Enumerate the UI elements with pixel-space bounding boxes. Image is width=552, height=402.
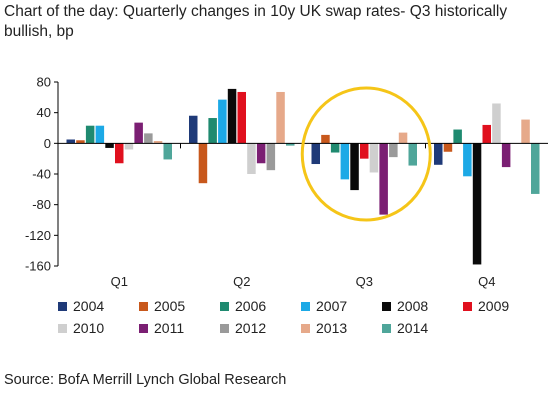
bar-q2-2007 [218, 99, 227, 144]
legend-label: 2007 [316, 298, 348, 314]
bar-q4-2004 [434, 143, 443, 165]
bar-q3-2006 [330, 143, 340, 153]
bar-q1-2006 [85, 125, 95, 144]
bar-q3-2009 [360, 143, 369, 159]
bar-q1-2008 [105, 143, 114, 148]
bar-q4-2010 [492, 103, 501, 144]
bar-q1-2012 [144, 133, 153, 144]
bar-q1-2009 [115, 143, 124, 164]
x-tick-label: Q4 [478, 274, 495, 289]
legend-item-2005: 2005 [139, 298, 185, 314]
bar-q1-2010 [124, 143, 134, 150]
legend-swatch [382, 323, 391, 333]
x-tick-label: Q1 [111, 274, 128, 289]
bar-q4-2007 [463, 143, 472, 177]
legend-label: 2005 [154, 298, 186, 314]
legend-item-2007: 2007 [301, 298, 347, 314]
bar-q3-2004 [311, 143, 320, 165]
bar-q2-2008 [227, 88, 237, 144]
legend-swatch [139, 323, 148, 333]
legend-label: 2011 [154, 320, 185, 336]
legend-swatch [301, 323, 310, 333]
legend-item-2008: 2008 [382, 298, 428, 314]
legend-item-2014: 2014 [382, 320, 428, 336]
bar-q4-2005 [443, 143, 453, 152]
y-tick-label: 40 [37, 105, 51, 120]
chart-title: Chart of the day: Quarterly changes in 1… [4, 3, 508, 40]
y-axis: 80 40 0 -40 -80 -120 -160 [25, 75, 59, 274]
x-tick-label: Q2 [233, 274, 250, 289]
bar-q3-2010 [369, 143, 379, 173]
x-tick-label: Q3 [356, 274, 373, 289]
bar-q4-2014 [531, 143, 540, 194]
legend-label: 2006 [235, 298, 267, 314]
legend-label: 2009 [478, 298, 510, 314]
bar-q1-2005 [76, 140, 85, 144]
legend-swatch [58, 323, 67, 333]
legend-item-2009: 2009 [463, 298, 509, 314]
bar-q2-2004 [189, 115, 198, 144]
bar-q4-2008 [472, 143, 482, 265]
bar-q2-2013 [276, 91, 285, 144]
bar-q3-2008 [350, 143, 359, 191]
legend-swatch [220, 301, 229, 311]
bar-q4-2009 [482, 124, 491, 144]
source-note: Source: BofA Merrill Lynch Global Resear… [4, 372, 287, 388]
bar-q1-2011 [134, 122, 143, 144]
bar-q2-2012 [266, 143, 276, 171]
legend-item-2012: 2012 [220, 320, 266, 336]
legend-item-2004: 2004 [58, 298, 104, 314]
bar-q2-2010 [247, 143, 256, 174]
y-tick-label: -120 [25, 228, 51, 243]
legend-item-2011: 2011 [139, 320, 184, 336]
bar-q2-2006 [208, 118, 217, 144]
bar-q3-2014 [408, 143, 417, 166]
legend-item-2013: 2013 [301, 320, 347, 336]
y-tick-label: 80 [37, 75, 51, 90]
legend-item-2006: 2006 [220, 298, 266, 314]
bar-q3-2013 [398, 132, 408, 144]
bar-q2-2014 [286, 143, 295, 146]
highlight-circle [300, 86, 432, 222]
legend-swatch [139, 301, 148, 311]
bar-q2-2011 [256, 143, 266, 164]
bar-q2-2009 [237, 91, 246, 144]
legend-swatch [463, 301, 472, 311]
y-tick-label: -160 [25, 259, 51, 274]
y-tick-label: 0 [44, 136, 51, 151]
bar-q3-2007 [340, 143, 350, 180]
y-tick-label: -80 [32, 197, 51, 212]
legend-swatch [382, 301, 391, 311]
legend-label: 2008 [397, 298, 429, 314]
bar-q1-2013 [153, 141, 163, 144]
legend-swatch [58, 301, 67, 311]
legend-label: 2013 [316, 320, 348, 336]
legend-swatch [301, 301, 310, 311]
bars-group [66, 88, 540, 265]
bar-q4-2006 [453, 129, 462, 144]
bar-q4-2013 [521, 119, 530, 144]
bar-q3-2005 [321, 134, 330, 144]
bar-q3-2011 [379, 143, 388, 215]
bar-q3-2012 [389, 143, 398, 158]
y-tick-label: -40 [32, 167, 51, 182]
legend-label: 2012 [235, 320, 267, 336]
legend-swatch [220, 323, 229, 333]
bar-q1-2007 [95, 125, 105, 144]
bar-q1-2004 [66, 139, 75, 144]
bar-q4-2011 [501, 143, 511, 168]
bar-q1-2014 [163, 143, 172, 160]
legend-label: 2014 [397, 320, 429, 336]
legend-label: 2004 [73, 298, 105, 314]
bar-chart: 80 40 0 -40 -80 -120 -160 Q1 Q2 Q3 Q4 [25, 75, 548, 289]
bar-q2-2005 [198, 143, 208, 184]
x-axis: Q1 Q2 Q3 Q4 [58, 142, 548, 289]
legend-item-2010: 2010 [58, 320, 104, 336]
legend-label: 2010 [73, 320, 105, 336]
